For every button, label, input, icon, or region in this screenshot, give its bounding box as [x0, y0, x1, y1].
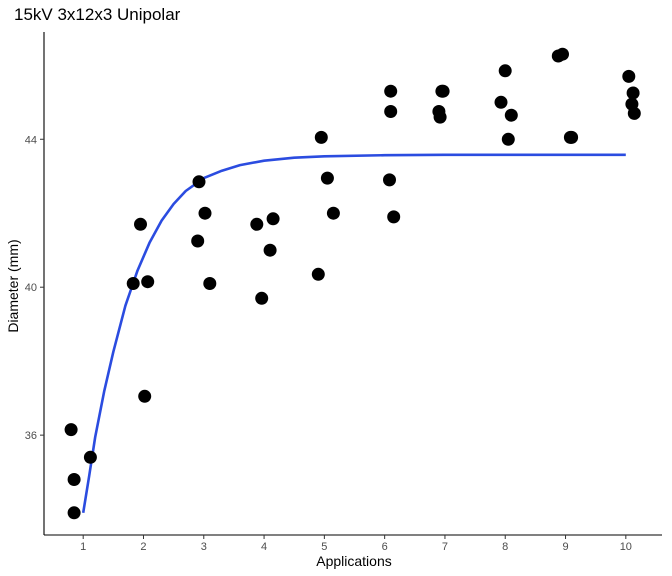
data-point	[64, 423, 78, 437]
data-point	[67, 506, 81, 520]
x-tick-label: 1	[80, 541, 86, 553]
data-point	[263, 243, 277, 257]
data-point	[384, 105, 398, 118]
x-axis-ticks: 1 2 3 4 5 6 7 8 9 10	[80, 535, 632, 553]
x-tick-label: 6	[382, 541, 388, 553]
y-tick-label: 36	[25, 430, 37, 442]
y-tick-label: 44	[25, 134, 37, 146]
data-point	[255, 291, 269, 305]
x-tick-label: 4	[261, 541, 267, 553]
x-axis-label: Applications	[316, 553, 392, 569]
x-tick-label: 3	[201, 541, 207, 553]
data-point	[433, 110, 447, 124]
data-point	[314, 130, 328, 144]
x-tick-label: 2	[140, 541, 146, 553]
data-point	[498, 64, 512, 78]
y-axis-ticks: 36 40 44	[25, 134, 44, 442]
y-axis-label: Diameter (mm)	[5, 239, 21, 332]
data-point	[387, 210, 401, 224]
data-point	[311, 267, 325, 281]
data-point	[320, 171, 334, 185]
data-point	[384, 84, 398, 98]
data-point	[556, 47, 569, 61]
fit-curve	[81, 153, 626, 514]
data-point	[266, 212, 280, 226]
data-point	[436, 84, 450, 98]
x-tick-label: 5	[321, 541, 327, 553]
data-point	[141, 275, 155, 289]
data-point	[191, 234, 205, 248]
x-tick-label: 9	[562, 541, 568, 553]
data-point	[494, 95, 508, 109]
data-point	[627, 106, 641, 120]
data-point	[326, 206, 340, 220]
data-point	[198, 206, 212, 220]
x-tick-label: 10	[620, 541, 632, 553]
plot-area	[64, 47, 641, 520]
data-point	[192, 175, 206, 189]
data-point	[134, 217, 147, 231]
data-point	[67, 473, 81, 486]
data-point	[203, 277, 217, 290]
data-point	[126, 277, 140, 290]
data-point	[383, 173, 396, 187]
fit-line-layer	[81, 153, 626, 514]
x-tick-label: 8	[502, 541, 508, 553]
points-layer	[64, 47, 641, 520]
data-point	[622, 69, 636, 83]
data-point	[501, 132, 515, 146]
x-tick-label: 7	[442, 541, 448, 553]
data-point	[250, 217, 264, 231]
data-point	[626, 86, 640, 100]
data-point	[138, 389, 152, 403]
data-point	[83, 450, 97, 464]
y-tick-label: 40	[25, 282, 37, 294]
data-point	[565, 130, 579, 144]
data-point	[504, 108, 518, 122]
chart-title: 15kV 3x12x3 Unipolar	[14, 5, 181, 24]
